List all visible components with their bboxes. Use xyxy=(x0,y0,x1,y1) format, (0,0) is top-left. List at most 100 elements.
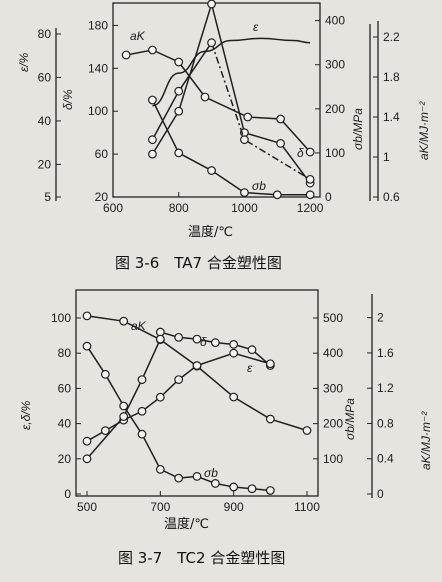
chart-2-series-curve-3-point xyxy=(155,334,165,344)
chart-2-ak-tick-label: 2 xyxy=(377,311,384,325)
chart-1-xtick-label: 1000 xyxy=(231,201,258,215)
chart-1-delta-tick-label: 60 xyxy=(95,147,109,161)
chart-2-ed-tick-label: 40 xyxy=(58,417,72,431)
chart-2-ak-tick-label: 1.2 xyxy=(377,381,394,395)
chart-2-caption: 图 3-7 TC2 合金塑性图 xyxy=(118,549,285,567)
chart-2-series-ε-point xyxy=(265,359,275,369)
chart-1-series-aK-point xyxy=(276,114,285,124)
chart-2-sigma-tick-label: 200 xyxy=(323,417,343,431)
chart-1-sigma-axis-label: σb/MPa xyxy=(351,108,365,150)
chart-2-series-σb-point xyxy=(192,472,202,481)
chart-2-series-ε-point xyxy=(229,348,239,358)
chart-1-series-curve-4-point xyxy=(207,38,216,48)
chart-2-xlabel: 温度/℃ xyxy=(164,516,209,532)
chart-2-sigma-axis-label: σb/MPa xyxy=(343,398,357,440)
chart-1-series-aK-point xyxy=(174,57,184,67)
chart-2-ed-tick-label: 60 xyxy=(58,381,72,395)
chart-2-series-ε-point xyxy=(155,392,165,402)
chart-1-series-curve-4-point xyxy=(240,135,249,145)
chart-1-delta-axis-label: δ/% xyxy=(61,89,75,110)
chart-2-series-σb-point xyxy=(100,369,110,379)
chart-1-delta-tick-label: 20 xyxy=(95,190,109,204)
chart-1-series-δ-line xyxy=(151,1,311,184)
chart-2-sigma-tick-label: 100 xyxy=(323,452,343,466)
chart-1-series-σb-point xyxy=(272,190,282,200)
chart-1-ak-tick-label: 1 xyxy=(383,150,390,164)
chart-2-series-aK-line xyxy=(86,315,308,432)
chart-2-series-σb-line xyxy=(86,345,271,492)
chart-2-series-σb-point xyxy=(247,484,257,494)
chart-1-delta-series-label: δ xyxy=(297,146,304,160)
chart-2-series-δ-point xyxy=(210,338,220,348)
chart-2-ak-axis-label: aK/MJ·m⁻² xyxy=(419,411,433,470)
chart-1-series-aK-point xyxy=(305,147,315,157)
chart-1-caption: 图 3-6 TA7 合金塑性图 xyxy=(115,254,282,272)
chart-1-ak-axis-label: aK/MJ·m⁻² xyxy=(417,101,431,160)
chart-2-series-δ-point xyxy=(229,340,239,349)
chart-1-sigma-tick-label: 200 xyxy=(325,102,345,116)
chart-2-ak-tick-label: 1.6 xyxy=(377,346,394,360)
chart-2-series-σb-point xyxy=(229,482,239,492)
chart-2-series-σb-point xyxy=(119,401,129,411)
chart-1-xlabel: 温度/℃ xyxy=(188,224,233,240)
chart-2-series-aK-point xyxy=(302,426,312,435)
chart-1-series-curve-4-point xyxy=(305,174,315,184)
chart-2-ak-tick-label: 0.4 xyxy=(377,452,394,466)
chart-1-eps-tick-label: 5 xyxy=(44,190,51,204)
chart-1-frame xyxy=(112,2,321,198)
chart-1-series-curve-4-line-dashed xyxy=(210,42,311,181)
chart-1-ak-series-label: aK xyxy=(130,29,146,43)
chart-1-series-aK-point xyxy=(148,45,157,55)
chart-1-series-curve-4-point xyxy=(148,135,157,145)
chart-2-xtick-label: 1100 xyxy=(294,500,320,514)
chart-2-series-curve-3-line xyxy=(86,338,162,460)
chart-1-series-σb-line xyxy=(151,99,311,196)
chart-1-eps-tick-label: 80 xyxy=(38,27,52,41)
chart-1-sigma-tick-label: 100 xyxy=(325,146,345,160)
chart-2-sigma-tick-label: 500 xyxy=(323,311,343,325)
chart-1-plot: 600 800 1000 120052040608020601001401800100… xyxy=(38,0,400,215)
chart-2-series-ε-point xyxy=(174,375,184,385)
chart-2-plot: 500 700 900 1100020406080100100200300400500… xyxy=(51,289,394,514)
chart-2-series-δ-point xyxy=(247,345,257,355)
chart-2-sigma-series-label: σb xyxy=(204,466,218,480)
chart-1-series-σb-point xyxy=(174,148,184,158)
chart-1-series-σb-point xyxy=(148,95,157,105)
chart-2-xtick-label: 900 xyxy=(224,500,244,514)
chart-1-series-σb-point xyxy=(207,166,216,175)
chart-1-delta-tick-label: 180 xyxy=(88,18,108,32)
chart-1-series-aK-point xyxy=(243,112,253,122)
chart-2-ak-tick-label: 0.8 xyxy=(377,416,394,430)
chart-2-xtick-label: 500 xyxy=(77,500,97,514)
chart-1-ak-tick-label: 1.4 xyxy=(383,110,400,124)
chart-1-series-aK-point xyxy=(200,92,210,102)
chart-2-frame xyxy=(75,289,319,497)
chart-2-ak-tick-label: 0 xyxy=(377,487,384,501)
chart-2-series-curve-3-point xyxy=(137,375,147,385)
chart-1-sigma-series-label: σb xyxy=(252,179,266,193)
chart-2: 图 3-7 TC2 合金塑性图 温度/℃ ε,δ/% σb/MPa aK/MJ·… xyxy=(19,319,433,567)
chart-1-eps-tick-label: 60 xyxy=(38,70,52,84)
chart-2-ed-tick-label: 100 xyxy=(51,311,71,325)
chart-2-series-σb-point xyxy=(137,429,147,439)
chart-1-series-curve-4-point xyxy=(174,86,184,96)
chart-2-series-curve-3-point xyxy=(119,412,129,421)
chart-2-series-ε-point xyxy=(82,436,92,446)
chart-2-series-σb-point xyxy=(155,464,165,474)
chart-1-series-σb-point xyxy=(305,190,315,200)
chart-2-series-σb-point xyxy=(210,479,220,488)
chart-2-sigma-tick-label: 300 xyxy=(323,381,343,395)
chart-1-sigma-tick-label: 400 xyxy=(325,14,345,28)
chart-1-series-δ-point xyxy=(148,149,157,159)
chart-2-series-aK-point xyxy=(265,414,275,424)
chart-2-series-σb-point xyxy=(82,341,92,351)
chart-2-sigma-tick-label: 400 xyxy=(323,346,343,360)
chart-1-eps-tick-label: 40 xyxy=(38,114,52,128)
chart-2-delta-series-label: δ xyxy=(200,335,207,349)
chart-2-ed-axis-label: ε,δ/% xyxy=(19,400,33,430)
chart-2-series-aK-point xyxy=(119,316,129,326)
chart-1-sigma-tick-label: 0 xyxy=(325,190,332,204)
chart-2-epsilon-series-label: ε xyxy=(247,361,253,375)
chart-2-xtick-label: 700 xyxy=(150,500,170,514)
